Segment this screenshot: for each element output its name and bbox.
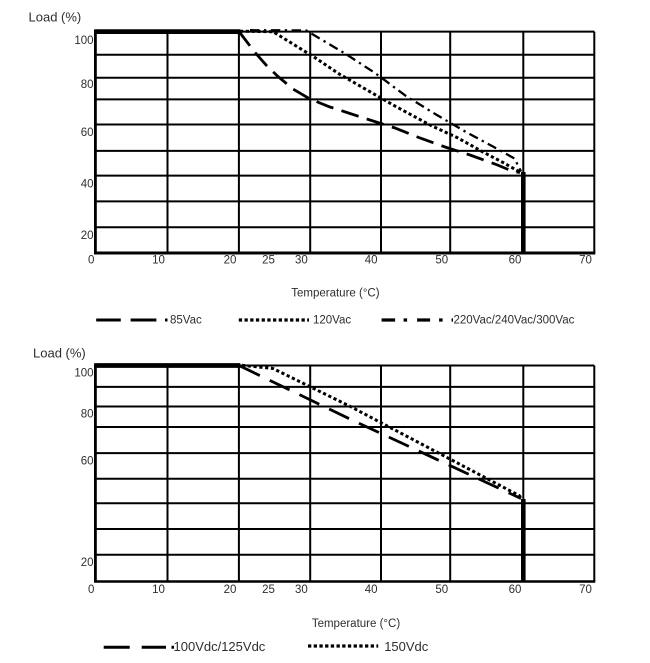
svg-text:40: 40 bbox=[365, 584, 378, 596]
svg-text:Temperature (°C): Temperature (°C) bbox=[291, 288, 379, 300]
svg-text:10: 10 bbox=[152, 584, 165, 596]
svg-text:80: 80 bbox=[81, 408, 94, 420]
svg-text:100: 100 bbox=[74, 368, 93, 380]
svg-text:20: 20 bbox=[224, 584, 237, 596]
svg-text:20: 20 bbox=[224, 255, 237, 267]
svg-text:20: 20 bbox=[81, 557, 94, 569]
svg-text:40: 40 bbox=[365, 255, 378, 267]
svg-text:Load (%): Load (%) bbox=[29, 10, 82, 25]
svg-text:60: 60 bbox=[509, 584, 522, 596]
svg-text:0: 0 bbox=[88, 584, 94, 596]
svg-text:40: 40 bbox=[81, 178, 94, 190]
svg-text:120Vac: 120Vac bbox=[313, 315, 351, 327]
svg-text:85Vac: 85Vac bbox=[170, 315, 202, 327]
svg-text:100: 100 bbox=[74, 35, 93, 47]
svg-text:60: 60 bbox=[509, 255, 522, 267]
svg-text:50: 50 bbox=[435, 584, 448, 596]
svg-text:30: 30 bbox=[295, 255, 308, 267]
svg-text:50: 50 bbox=[435, 255, 448, 267]
svg-text:60: 60 bbox=[81, 127, 94, 139]
svg-text:70: 70 bbox=[579, 584, 592, 596]
svg-text:10: 10 bbox=[152, 255, 165, 267]
svg-text:150Vdc: 150Vdc bbox=[384, 639, 429, 654]
svg-text:80: 80 bbox=[81, 79, 94, 91]
svg-text:100Vdc/125Vdc: 100Vdc/125Vdc bbox=[174, 639, 266, 654]
svg-text:20: 20 bbox=[81, 230, 94, 242]
svg-text:25: 25 bbox=[262, 584, 275, 596]
svg-text:60: 60 bbox=[81, 455, 94, 467]
svg-text:220Vac/240Vac/300Vac: 220Vac/240Vac/300Vac bbox=[454, 315, 575, 327]
svg-text:25: 25 bbox=[262, 255, 275, 267]
svg-text:Load (%): Load (%) bbox=[33, 346, 86, 361]
svg-text:70: 70 bbox=[579, 255, 592, 267]
svg-text:0: 0 bbox=[88, 255, 94, 267]
svg-text:30: 30 bbox=[295, 584, 308, 596]
svg-text:Temperature (°C): Temperature (°C) bbox=[312, 618, 400, 630]
